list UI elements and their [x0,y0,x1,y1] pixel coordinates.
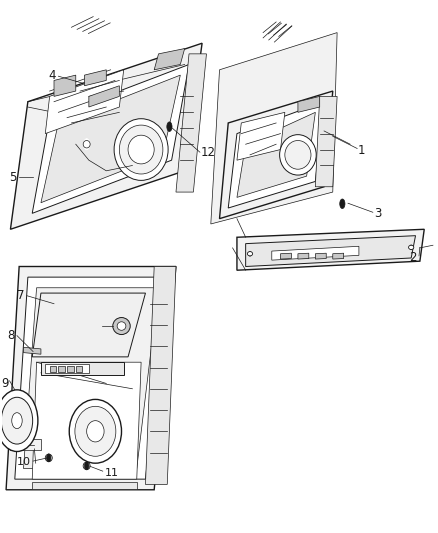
Ellipse shape [117,322,126,330]
Polygon shape [154,49,185,70]
Ellipse shape [1,397,33,444]
Polygon shape [228,102,324,208]
Polygon shape [237,229,424,270]
Polygon shape [67,366,74,372]
Text: 2: 2 [410,251,417,264]
Text: 4: 4 [48,69,56,82]
Text: 5: 5 [9,171,16,184]
Ellipse shape [75,406,116,456]
Ellipse shape [85,462,89,470]
Polygon shape [24,348,41,354]
Polygon shape [298,96,320,112]
Text: 12: 12 [201,146,216,159]
Polygon shape [85,70,106,86]
Text: 10: 10 [17,457,31,467]
Ellipse shape [87,421,104,442]
Polygon shape [15,277,167,479]
Polygon shape [89,86,119,107]
Polygon shape [237,112,315,197]
Text: 11: 11 [105,468,119,478]
Ellipse shape [285,141,311,169]
Polygon shape [54,75,76,96]
Polygon shape [211,33,337,224]
Ellipse shape [409,245,414,249]
Polygon shape [237,112,285,160]
Polygon shape [6,266,176,490]
Text: 7: 7 [17,289,25,302]
Polygon shape [32,64,189,213]
Ellipse shape [249,252,251,256]
Ellipse shape [12,413,22,429]
Ellipse shape [119,125,163,174]
Ellipse shape [247,252,253,256]
Polygon shape [333,253,344,259]
Ellipse shape [410,245,413,250]
Polygon shape [32,362,141,479]
Polygon shape [298,253,309,259]
Polygon shape [76,366,82,372]
Ellipse shape [83,141,90,148]
Polygon shape [11,43,202,229]
Ellipse shape [167,122,172,132]
Polygon shape [145,266,176,484]
Ellipse shape [128,135,154,164]
Polygon shape [45,365,89,373]
Text: 3: 3 [374,207,381,220]
Polygon shape [32,482,137,489]
Ellipse shape [113,318,130,335]
Ellipse shape [340,199,345,208]
Ellipse shape [0,390,38,451]
Polygon shape [58,366,65,372]
Polygon shape [280,253,291,259]
Polygon shape [49,366,56,372]
Text: 9: 9 [1,377,9,390]
Polygon shape [45,70,124,134]
Polygon shape [41,362,124,375]
Ellipse shape [69,399,121,463]
Text: 8: 8 [7,329,14,342]
Polygon shape [32,293,145,357]
Ellipse shape [114,119,168,180]
Ellipse shape [84,139,90,150]
Polygon shape [24,288,159,469]
Polygon shape [41,75,180,203]
Polygon shape [219,91,333,219]
Polygon shape [315,96,337,187]
Polygon shape [10,439,41,450]
Polygon shape [272,246,359,260]
Polygon shape [246,236,416,266]
Text: 1: 1 [357,144,365,157]
Polygon shape [176,54,206,192]
Ellipse shape [279,135,316,175]
Ellipse shape [46,454,51,462]
Polygon shape [315,253,326,259]
